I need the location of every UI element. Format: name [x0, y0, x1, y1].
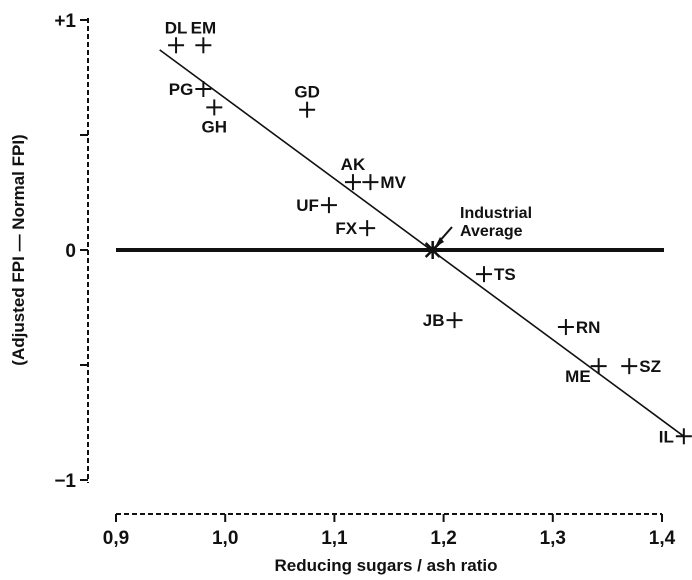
data-point-me: ME: [565, 358, 607, 386]
data-point-ts: TS: [476, 265, 516, 284]
point-label: RN: [576, 318, 601, 337]
x-axis: 0,9 1,0 1,1 1,2 1,3 1,4: [103, 513, 676, 549]
y-axis-title: (Adjusted FPI — Normal FPI): [9, 134, 28, 365]
annotation-arrowhead: [435, 237, 444, 247]
point-label: EM: [191, 18, 217, 37]
data-point-mv: MV: [362, 173, 407, 192]
data-point-uf: UF: [296, 196, 337, 215]
point-label: IL: [659, 427, 674, 446]
x-ticks: 0,9 1,0 1,1 1,2 1,3 1,4: [103, 514, 676, 549]
point-label: UF: [296, 196, 319, 215]
y-tick-label: −1: [54, 471, 76, 492]
data-point-gd: GD: [294, 83, 320, 118]
data-point-fx: FX: [335, 219, 376, 238]
point-label: TS: [494, 265, 516, 284]
data-point-dl: DL: [165, 18, 188, 54]
data-point-il: IL: [659, 427, 692, 446]
point-label: GH: [202, 117, 228, 136]
y-tick-label: +1: [54, 11, 76, 32]
data-point-jb: JB: [423, 311, 463, 330]
data-points: DL EM PG GH GD AK MV UF FX TS JB RN ME SZ IL: [165, 18, 692, 446]
point-label: GD: [294, 83, 320, 102]
point-label: DL: [165, 18, 188, 37]
data-point-rn: RN: [557, 318, 601, 337]
data-point-ak: AK: [341, 155, 366, 191]
x-tick-label: 1,2: [430, 528, 456, 549]
x-tick-label: 1,1: [321, 528, 348, 549]
industrial-average-label-line1: Industrial: [460, 205, 532, 222]
regression-line: [159, 49, 685, 437]
point-label: SZ: [639, 357, 661, 376]
x-tick-label: 0,9: [103, 528, 129, 549]
x-tick-label: 1,0: [212, 528, 238, 549]
industrial-average-label-line2: Average: [460, 223, 523, 240]
point-label: AK: [341, 155, 366, 174]
data-point-em: EM: [191, 18, 217, 54]
y-axis: +1 0 −1: [54, 11, 89, 492]
data-point-gh: GH: [202, 99, 228, 136]
data-point-sz: SZ: [621, 357, 661, 376]
x-axis-title: Reducing sugars / ash ratio: [275, 556, 498, 575]
y-tick-label: 0: [65, 241, 76, 262]
data-point-pg: PG: [169, 80, 212, 99]
point-label: PG: [169, 80, 194, 99]
y-ticks: +1 0 −1: [54, 11, 88, 492]
point-label: FX: [335, 219, 357, 238]
x-tick-label: 1,4: [649, 528, 676, 549]
industrial-average-annotation: Industrial Average: [435, 205, 532, 247]
point-label: ME: [565, 367, 591, 386]
x-tick-label: 1,3: [540, 528, 566, 549]
point-label: MV: [380, 173, 406, 192]
point-label: JB: [423, 311, 445, 330]
